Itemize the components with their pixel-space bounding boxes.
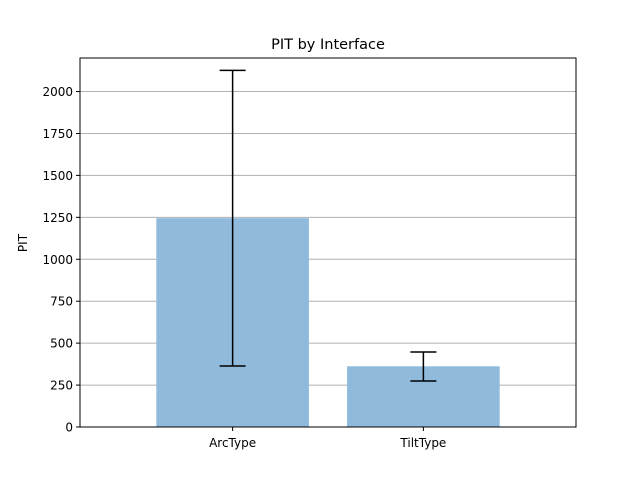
chart-title: PIT by Interface (271, 37, 385, 53)
y-tick-label: 250 (50, 379, 73, 393)
y-axis-ticks: 0 250 500 750 1000 1250 1500 1750 2000 (42, 85, 80, 435)
grid-lines (80, 91, 576, 386)
x-tick-label: ArcType (209, 436, 256, 450)
y-tick-label: 1000 (42, 253, 73, 267)
y-tick-label: 1750 (42, 127, 73, 141)
y-tick-label: 0 (65, 421, 73, 435)
y-tick-label: 2000 (42, 85, 73, 99)
y-tick-label: 1500 (42, 169, 73, 183)
plot-frame (79, 57, 577, 428)
y-tick-label: 750 (50, 295, 73, 309)
y-tick-label: 1250 (42, 211, 73, 225)
bars (156, 218, 500, 427)
x-axis-ticks: ArcType TiltType (209, 427, 446, 450)
x-tick-label: TiltType (399, 436, 446, 450)
error-bars (219, 69, 437, 382)
y-axis-label: PIT (16, 233, 30, 252)
y-tick-label: 500 (50, 337, 73, 351)
